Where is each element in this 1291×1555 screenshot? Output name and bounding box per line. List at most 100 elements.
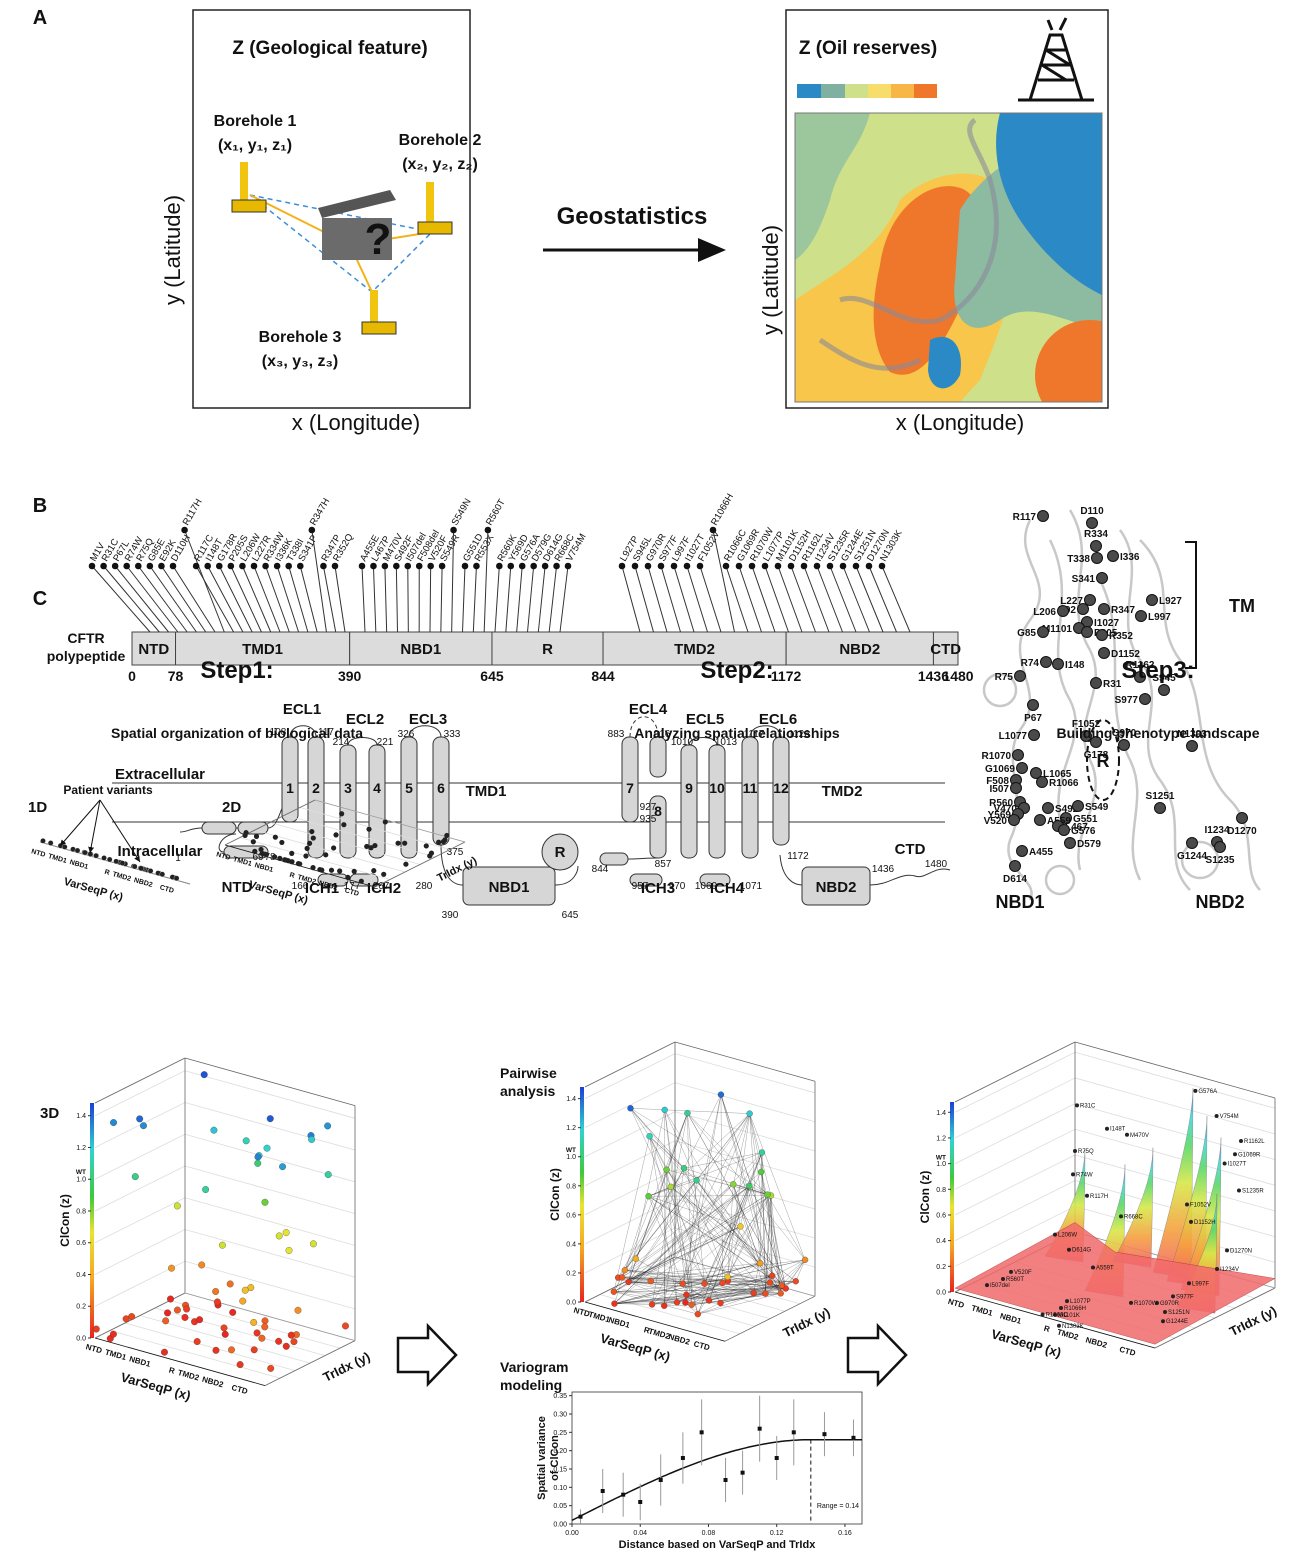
residue-sphere	[1108, 551, 1119, 562]
mutation-head	[193, 563, 200, 570]
decor-point	[267, 1365, 274, 1372]
polypeptide-label: CFTR	[67, 630, 104, 646]
landscape-point	[1187, 1281, 1191, 1285]
domain-name: TMD2	[674, 641, 715, 658]
decor-point	[62, 844, 67, 849]
r-label: R	[1097, 751, 1110, 771]
mutation-head	[100, 563, 107, 570]
mutation-head	[285, 563, 292, 570]
decor-point	[324, 1123, 331, 1130]
domain-tick-label: CTD	[159, 884, 175, 895]
z-tick-label: 1.0	[566, 1154, 576, 1161]
residue-label: S549	[1085, 802, 1109, 813]
mutation-stem	[882, 566, 910, 632]
residue-label: L927	[1159, 596, 1182, 607]
residue-number: 221	[377, 737, 394, 748]
z-tick-label: 0.6	[76, 1240, 86, 1247]
decor-point	[132, 864, 137, 869]
point	[851, 1436, 855, 1440]
mutation-stem	[687, 566, 708, 632]
step-subtitle: Building phenotype landscape	[1056, 725, 1259, 741]
point	[822, 1432, 826, 1436]
decor-point	[747, 1111, 753, 1117]
decor-point	[684, 1110, 690, 1116]
borehole-name: Borehole 2	[399, 132, 482, 149]
landscape-point	[1041, 1313, 1045, 1317]
residue-number: 1060	[695, 881, 718, 892]
mutation-stem	[335, 566, 345, 632]
residue-sphere	[1082, 627, 1093, 638]
mutation-stem	[856, 566, 883, 632]
decor-point	[262, 1318, 269, 1325]
decor-point	[255, 1154, 262, 1161]
mutation-label: R560T	[484, 497, 508, 527]
decor-point	[110, 1331, 117, 1338]
residue-sphere	[1085, 595, 1096, 606]
mutation-head	[645, 563, 652, 570]
z-tick-label: 0.2	[566, 1270, 576, 1277]
residue-label: S1251	[1146, 791, 1175, 802]
mutation-stem	[817, 566, 843, 632]
decor-link	[649, 1196, 761, 1263]
mutation-head	[853, 563, 860, 570]
domain-tick-label: R	[289, 872, 296, 880]
domain-name: NBD1	[400, 641, 441, 658]
residue-sphere	[1058, 606, 1069, 617]
decor-point	[436, 840, 441, 845]
point	[724, 1478, 728, 1482]
decor-point	[213, 1347, 220, 1354]
decor-point	[619, 1275, 625, 1281]
nbd-label: NBD1	[995, 892, 1044, 912]
decor-point	[250, 1319, 257, 1326]
mutation-head	[370, 563, 377, 570]
step-arrow	[398, 1326, 456, 1384]
decor-link	[650, 1136, 697, 1180]
decor-point	[222, 1331, 229, 1338]
annotation-arrow	[60, 800, 100, 846]
nbd-label: NBD2	[1195, 892, 1244, 912]
decor-point	[40, 838, 45, 843]
landscape-label: R1162L	[1244, 1139, 1265, 1145]
residue-number: 970	[669, 881, 686, 892]
z-tick-label: 1.2	[76, 1145, 86, 1152]
decor-point	[262, 1199, 269, 1206]
landscape-label: D1152H	[1194, 1220, 1216, 1226]
domain-tick-label: NBD2	[201, 1375, 225, 1390]
decor-point	[725, 1274, 731, 1280]
annotation: Patient variants	[63, 783, 153, 797]
decor-point	[323, 852, 328, 857]
landscape-point	[1225, 1248, 1229, 1252]
decor-point	[251, 839, 256, 844]
landscape-label: L206W	[1058, 1233, 1077, 1239]
domain-tick-label: R	[168, 1366, 176, 1376]
decor-point	[649, 1301, 655, 1307]
decor-point	[627, 1105, 633, 1111]
decor-point	[662, 1107, 668, 1113]
frame-line	[185, 1229, 355, 1277]
residue-label: G85	[1017, 628, 1036, 639]
residue-sphere	[1155, 803, 1166, 814]
mutation-head	[879, 563, 886, 570]
point	[681, 1456, 685, 1460]
landscape-label: V520F	[1014, 1270, 1032, 1276]
landscape-point	[1189, 1220, 1193, 1224]
mutation-head	[530, 563, 537, 570]
frame-line	[955, 1042, 1075, 1102]
decor-point	[182, 1314, 189, 1321]
decor-point	[227, 1281, 234, 1288]
mutation-head	[135, 563, 142, 570]
helix-number: 6	[437, 780, 445, 796]
y-axis-label: y (Latitude)	[758, 225, 783, 335]
landscape-point	[1163, 1310, 1167, 1314]
decor-point	[136, 1116, 143, 1123]
mutation-head	[359, 563, 366, 570]
point	[775, 1456, 779, 1460]
mutation-head	[473, 563, 480, 570]
decor-point	[282, 857, 287, 862]
mutation-label: S549N	[450, 497, 474, 528]
decor-point	[442, 837, 447, 842]
decor-point	[682, 1300, 688, 1306]
decor-point	[120, 860, 125, 865]
decor-point	[164, 1310, 171, 1317]
mutation-head	[827, 563, 834, 570]
